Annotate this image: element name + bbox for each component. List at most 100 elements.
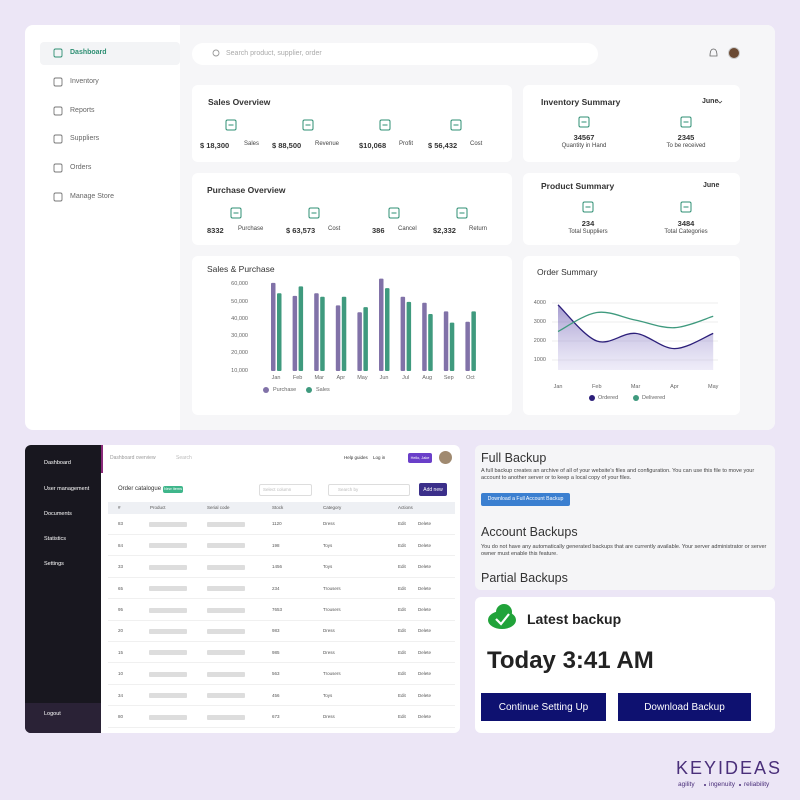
row-action[interactable]: Delete xyxy=(418,606,432,612)
row-action[interactable]: Delete xyxy=(418,628,432,634)
row-action[interactable]: Delete xyxy=(418,564,432,570)
row-action[interactable]: Delete xyxy=(418,692,432,698)
column-header: Actions xyxy=(398,505,413,511)
row-divider xyxy=(108,576,455,578)
row-action[interactable]: Delete xyxy=(418,649,432,655)
stat-value: $2,332 xyxy=(433,225,456,235)
card xyxy=(192,256,512,415)
stat-label: Cost xyxy=(328,226,341,233)
search-bar[interactable] xyxy=(192,43,598,65)
nav-active xyxy=(40,42,180,65)
stat-label: Quantity in Hand xyxy=(561,143,607,150)
card-title: Product Summary xyxy=(541,180,615,191)
admin-nav-item[interactable]: Settings xyxy=(44,560,64,567)
stat-label: Sales xyxy=(244,141,260,148)
nav-item[interactable]: Reports xyxy=(70,106,95,114)
row-action[interactable]: Delete xyxy=(418,713,432,719)
check-icon xyxy=(495,613,510,626)
stat-label: Profit xyxy=(399,141,414,148)
table-header xyxy=(108,502,455,514)
placeholder xyxy=(149,522,187,527)
y-tick-label: 4000 xyxy=(533,299,546,306)
icon xyxy=(308,207,320,219)
admin-nav-item[interactable]: Dashboard xyxy=(44,459,71,466)
row-divider xyxy=(108,662,455,664)
card xyxy=(523,85,740,162)
row-action[interactable]: Delete xyxy=(418,585,432,591)
x-tick-label: Feb xyxy=(292,374,303,381)
row-divider xyxy=(108,619,455,621)
row-action[interactable]: Delete xyxy=(418,521,432,527)
column-header: Stock xyxy=(272,505,284,511)
placeholder xyxy=(207,714,245,720)
x-tick-label: Jan xyxy=(553,383,563,390)
y-tick-label: 2000 xyxy=(533,337,546,344)
row-action[interactable]: Edit xyxy=(398,564,406,570)
cell: 563 xyxy=(272,671,280,677)
tagline: agility xyxy=(678,781,695,789)
row-action[interactable]: Edit xyxy=(398,692,406,698)
download-button[interactable] xyxy=(618,693,751,721)
row-action[interactable]: Edit xyxy=(398,542,406,548)
row-action[interactable]: Edit xyxy=(398,713,406,719)
cell: 10 xyxy=(118,671,124,677)
stat-value: $ 18,300 xyxy=(200,140,230,150)
nav-icon xyxy=(53,48,63,58)
row-action[interactable]: Edit xyxy=(398,649,406,655)
legend-swatch xyxy=(306,387,312,393)
select-label: Select column xyxy=(263,487,292,493)
row-action[interactable]: Delete xyxy=(418,671,432,677)
accent-line xyxy=(101,445,103,473)
nav-item[interactable]: Inventory xyxy=(70,77,99,85)
select[interactable] xyxy=(259,484,312,496)
link[interactable]: Help guides xyxy=(344,455,368,461)
cloud-icon xyxy=(496,604,512,620)
placeholder xyxy=(207,671,245,677)
row-action[interactable]: Edit xyxy=(398,521,406,527)
placeholder xyxy=(149,543,187,549)
nav-item[interactable]: Orders xyxy=(70,163,92,171)
nav-item[interactable]: Dashboard xyxy=(70,48,107,56)
icon xyxy=(379,119,391,131)
bar xyxy=(428,314,433,371)
period-select[interactable]: June xyxy=(702,97,719,105)
placeholder xyxy=(149,629,187,634)
cell: Trousers xyxy=(323,585,341,591)
period-select[interactable]: June xyxy=(703,181,720,189)
link[interactable]: Log in xyxy=(373,455,386,461)
placeholder xyxy=(207,586,245,592)
cell: 1120 xyxy=(272,521,282,527)
admin-nav-item[interactable]: Documents xyxy=(44,510,72,517)
cell: 234 xyxy=(272,585,280,591)
row-action[interactable]: Edit xyxy=(398,606,406,612)
admin-nav-item[interactable]: Statistics xyxy=(44,535,67,542)
filter[interactable] xyxy=(328,484,410,496)
x-tick-label: Jan xyxy=(271,374,281,381)
admin-nav-item[interactable]: User management xyxy=(44,485,90,492)
avatar[interactable] xyxy=(728,47,740,59)
x-tick-label: May xyxy=(707,383,719,390)
row-action[interactable]: Delete xyxy=(418,542,432,548)
card-title: Sales & Purchase xyxy=(207,263,275,274)
x-tick-label: Oct xyxy=(466,374,475,381)
row-action[interactable]: Edit xyxy=(398,671,406,677)
nav-item[interactable]: Suppliers xyxy=(70,134,100,142)
bar xyxy=(449,322,455,371)
add-button[interactable] xyxy=(419,483,447,496)
row-action[interactable]: Edit xyxy=(398,585,406,591)
icon xyxy=(225,119,237,131)
bar xyxy=(277,293,282,371)
search-placeholder: Search product, supplier, order xyxy=(226,49,322,57)
full-backup-button[interactable] xyxy=(481,493,570,506)
nav-item[interactable]: Manage Store xyxy=(70,192,114,200)
icon xyxy=(230,207,242,219)
logout[interactable]: Logout xyxy=(44,710,61,717)
row-action[interactable]: Edit xyxy=(398,628,406,634)
y-tick-label: 10,000 xyxy=(231,367,248,374)
continue-button[interactable] xyxy=(481,693,606,721)
bar xyxy=(465,321,470,371)
user-button[interactable] xyxy=(408,453,432,463)
section-title: Account Backups xyxy=(481,524,578,539)
